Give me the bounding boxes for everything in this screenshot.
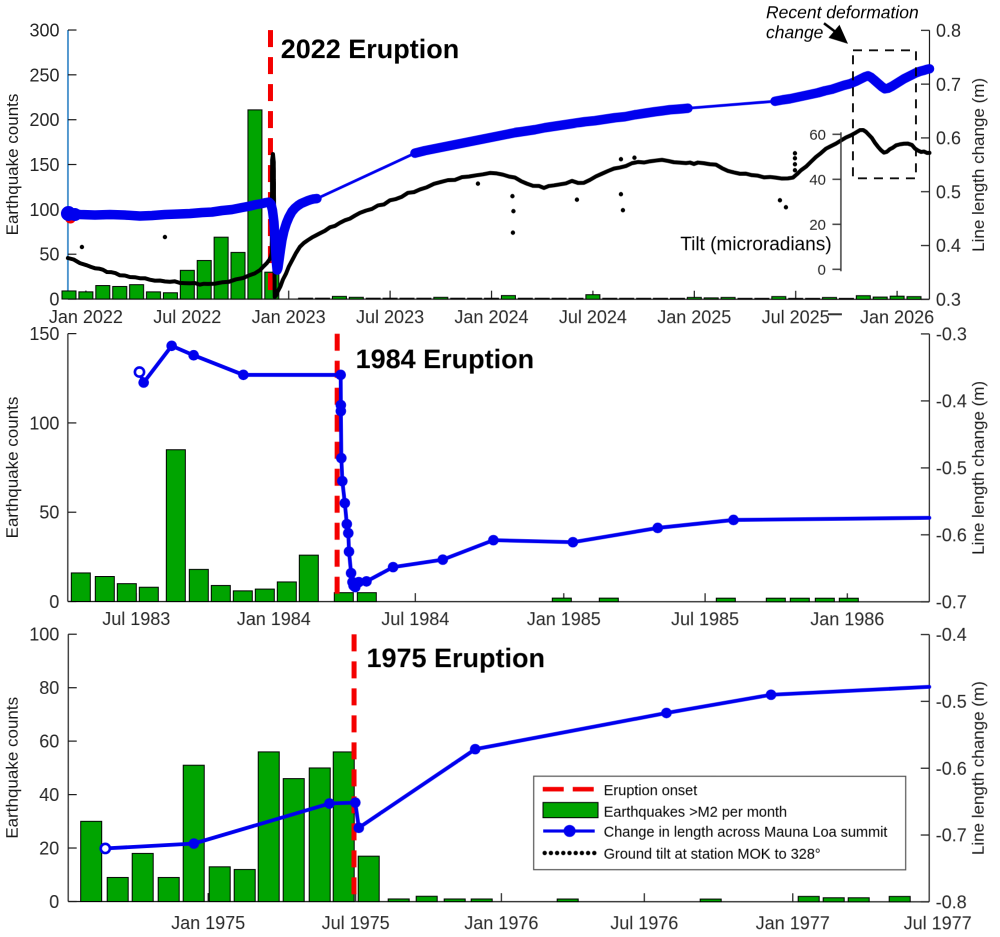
svg-text:150: 150 (29, 324, 59, 344)
svg-text:Jul 1983: Jul 1983 (102, 609, 170, 629)
svg-text:60: 60 (809, 127, 826, 144)
svg-text:100: 100 (29, 413, 59, 433)
svg-text:Jan 2022: Jan 2022 (49, 307, 123, 327)
svg-text:-0.5: -0.5 (936, 692, 967, 712)
svg-text:20: 20 (809, 217, 826, 234)
svg-text:Jul 2025: Jul 2025 (762, 307, 830, 327)
svg-text:Jan 1977: Jan 1977 (756, 913, 830, 933)
svg-text:Jan 1975: Jan 1975 (171, 913, 245, 933)
svg-text:0: 0 (49, 892, 59, 912)
svg-text:Earthquakes >M2 per month: Earthquakes >M2 per month (604, 805, 787, 821)
svg-text:0: 0 (818, 262, 826, 279)
svg-text:80: 80 (39, 678, 59, 698)
svg-text:40: 40 (809, 172, 826, 189)
svg-text:Jul 2024: Jul 2024 (559, 307, 627, 327)
svg-text:0: 0 (49, 290, 59, 310)
svg-text:Jul 1975: Jul 1975 (322, 913, 390, 933)
svg-text:40: 40 (39, 785, 59, 805)
svg-text:Change in length across Mauna: Change in length across Mauna Loa summit (604, 825, 888, 841)
svg-text:Jan 2025: Jan 2025 (657, 307, 731, 327)
svg-text:1984 Eruption: 1984 Eruption (356, 344, 535, 374)
svg-text:0.4: 0.4 (936, 236, 961, 256)
svg-text:Jan 1976: Jan 1976 (464, 913, 538, 933)
svg-text:Recent deformation: Recent deformation (766, 2, 919, 22)
svg-text:150: 150 (29, 155, 59, 175)
svg-text:Line length change (m): Line length change (m) (969, 681, 988, 855)
svg-text:Earthquake counts: Earthquake counts (3, 697, 22, 839)
svg-text:300: 300 (29, 21, 59, 41)
svg-text:Earthquake counts: Earthquake counts (3, 94, 22, 236)
svg-text:0.8: 0.8 (936, 21, 961, 41)
svg-text:Ground tilt at station MOK to: Ground tilt at station MOK to 328° (604, 847, 821, 863)
svg-text:0.6: 0.6 (936, 128, 961, 148)
svg-text:-0.4: -0.4 (936, 391, 967, 411)
svg-text:-0.7: -0.7 (936, 826, 967, 846)
svg-text:Jul 1984: Jul 1984 (381, 609, 449, 629)
svg-text:Jul 1985: Jul 1985 (671, 609, 739, 629)
svg-text:Jul 2023: Jul 2023 (356, 307, 424, 327)
svg-text:Jan 1984: Jan 1984 (237, 609, 311, 629)
svg-text:Tilt (microradians): Tilt (microradians) (680, 234, 831, 255)
svg-text:-0.8: -0.8 (936, 892, 967, 912)
svg-text:0.5: 0.5 (936, 182, 961, 202)
svg-text:100: 100 (29, 200, 59, 220)
svg-text:-0.3: -0.3 (936, 324, 967, 344)
svg-text:100: 100 (29, 625, 59, 645)
svg-text:-0.5: -0.5 (936, 458, 967, 478)
svg-text:Jan 2026: Jan 2026 (860, 307, 934, 327)
svg-text:Jul 1977: Jul 1977 (904, 913, 972, 933)
svg-text:50: 50 (39, 503, 59, 523)
svg-text:Jul 1976: Jul 1976 (610, 913, 678, 933)
svg-text:1975 Eruption: 1975 Eruption (366, 643, 545, 673)
svg-text:-0.6: -0.6 (936, 759, 967, 779)
svg-text:Line length change (m): Line length change (m) (969, 381, 988, 555)
svg-text:20: 20 (39, 839, 59, 859)
svg-text:-0.6: -0.6 (936, 525, 967, 545)
svg-text:60: 60 (39, 732, 59, 752)
svg-text:Jul 2022: Jul 2022 (153, 307, 221, 327)
svg-text:Jan 2023: Jan 2023 (252, 307, 326, 327)
svg-text:0.3: 0.3 (936, 290, 961, 310)
svg-text:50: 50 (39, 245, 59, 265)
svg-text:Jan 1985: Jan 1985 (527, 609, 601, 629)
svg-text:2022 Eruption: 2022 Eruption (281, 34, 460, 64)
svg-text:0.7: 0.7 (936, 75, 961, 95)
svg-text:250: 250 (29, 65, 59, 85)
svg-text:change: change (766, 22, 824, 42)
svg-text:Eruption onset: Eruption onset (604, 783, 698, 799)
svg-text:0: 0 (49, 592, 59, 612)
svg-text:200: 200 (29, 110, 59, 130)
svg-text:-0.7: -0.7 (936, 592, 967, 612)
svg-text:-0.4: -0.4 (936, 625, 967, 645)
svg-text:Line length change (m): Line length change (m) (969, 78, 988, 252)
svg-text:Earthquake counts: Earthquake counts (3, 397, 22, 539)
svg-text:Jan 2024: Jan 2024 (454, 307, 528, 327)
svg-text:Jan 1986: Jan 1986 (810, 609, 884, 629)
